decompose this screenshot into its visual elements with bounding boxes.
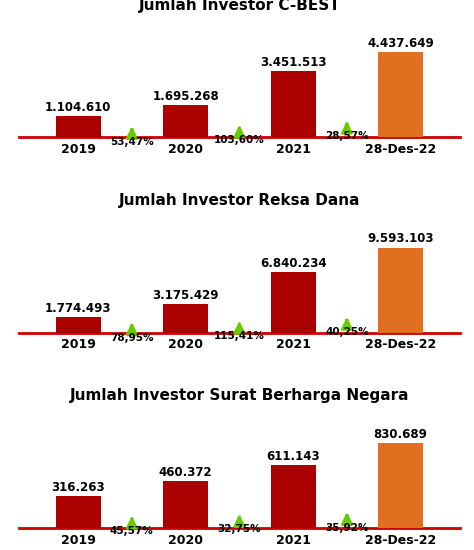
- Title: Jumlah Investor Reksa Dana: Jumlah Investor Reksa Dana: [118, 193, 360, 208]
- Text: 32,75%: 32,75%: [218, 525, 261, 535]
- Text: 45,57%: 45,57%: [110, 526, 154, 536]
- Text: 78,95%: 78,95%: [110, 333, 154, 343]
- Text: 40,25%: 40,25%: [325, 327, 369, 337]
- Bar: [271, 71, 316, 137]
- Bar: [271, 272, 316, 333]
- Text: 3.451.513: 3.451.513: [260, 56, 327, 69]
- Bar: [378, 443, 423, 528]
- Bar: [163, 305, 208, 333]
- Text: 28,57%: 28,57%: [325, 131, 369, 141]
- Text: 1.774.493: 1.774.493: [45, 302, 111, 315]
- Bar: [55, 496, 100, 528]
- Bar: [378, 52, 423, 137]
- Text: 3.175.429: 3.175.429: [152, 289, 219, 302]
- Text: 316.263: 316.263: [51, 481, 105, 493]
- Title: Jumlah Investor C-BEST: Jumlah Investor C-BEST: [138, 0, 340, 13]
- Text: 1.695.268: 1.695.268: [152, 90, 219, 102]
- Bar: [163, 481, 208, 528]
- Text: 460.372: 460.372: [159, 466, 212, 479]
- Text: 6.840.234: 6.840.234: [260, 257, 327, 270]
- Title: Jumlah Investor Surat Berharga Negara: Jumlah Investor Surat Berharga Negara: [70, 388, 409, 403]
- Text: 9.593.103: 9.593.103: [367, 233, 434, 245]
- Text: 115,41%: 115,41%: [214, 331, 265, 342]
- Bar: [55, 116, 100, 137]
- Bar: [271, 465, 316, 528]
- Bar: [163, 104, 208, 137]
- Text: 53,47%: 53,47%: [110, 137, 154, 147]
- Text: 35,92%: 35,92%: [325, 522, 369, 532]
- Text: 830.689: 830.689: [374, 428, 428, 441]
- Text: 1.104.610: 1.104.610: [45, 101, 111, 114]
- Bar: [378, 248, 423, 333]
- Text: 103,60%: 103,60%: [214, 135, 265, 145]
- Text: 4.437.649: 4.437.649: [367, 37, 434, 50]
- Bar: [55, 317, 100, 333]
- Text: 611.143: 611.143: [266, 450, 320, 463]
